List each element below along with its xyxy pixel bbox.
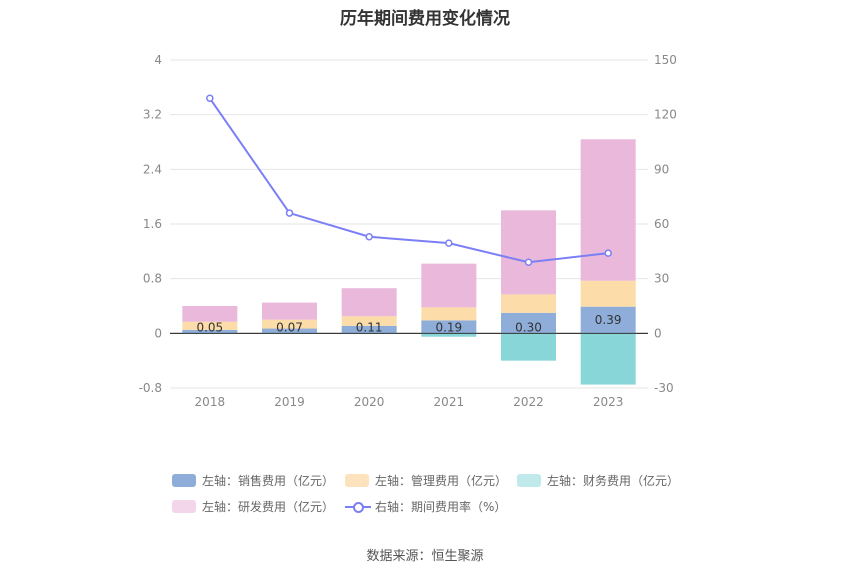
left-tick-label: 0 (154, 326, 162, 340)
bar-segment-1 (421, 307, 477, 321)
data-label: 0.30 (515, 320, 542, 334)
ratio-point (524, 258, 533, 267)
legend-line-marker-icon (345, 500, 371, 514)
x-tick-label: 2022 (513, 395, 544, 409)
x-tick-label: 2020 (354, 395, 385, 409)
x-tick-label: 2023 (593, 395, 624, 409)
left-tick-label: -0.8 (139, 381, 162, 395)
ratio-point (285, 209, 294, 217)
legend-label-expense-ratio: 右轴：期间费用率（%） (375, 500, 507, 514)
x-tick-label: 2018 (195, 395, 226, 409)
bar-segment-3 (182, 306, 238, 322)
ratio-point (206, 94, 214, 103)
ratio-point (365, 233, 373, 241)
bar-segment-3 (341, 288, 397, 317)
legend-item-finance[interactable]: 左轴：财务费用（亿元） (517, 472, 679, 489)
right-tick-label: -30 (654, 381, 674, 395)
data-label: 0.19 (435, 320, 462, 334)
legend-label-finance: 左轴：财务费用（亿元） (547, 474, 680, 488)
right-tick-label: 90 (654, 162, 669, 176)
x-tick-label: 2019 (274, 395, 305, 409)
source-note: 数据来源：恒生聚源 (366, 549, 484, 564)
bar-segment-1 (341, 316, 397, 326)
legend-item-sales[interactable]: 左轴：销售费用（亿元） (172, 472, 334, 489)
left-tick-label: 3.2 (143, 108, 162, 122)
right-tick-label: 150 (654, 53, 677, 67)
legend-label-sales: 左轴：销售费用（亿元） (202, 474, 335, 488)
bar-segment-0 (501, 312, 556, 334)
legend-swatch-admin (345, 474, 369, 487)
data-label: 0.05 (196, 320, 223, 334)
right-tick-label: 120 (654, 108, 677, 122)
ratio-point (604, 249, 612, 257)
bar-segment-2 (421, 333, 477, 337)
legend-label-admin: 左轴：管理费用（亿元） (375, 474, 508, 488)
bar-segment-3 (501, 210, 556, 295)
bar-segment-0 (341, 325, 397, 334)
legend-label-rnd: 左轴：研发费用（亿元） (202, 500, 335, 514)
bar-segment-1 (182, 321, 238, 330)
chart-plot: 4 150 3.2 120 2.4 90 1.6 60 0.8 30 0 0 -0.8 -30 2018 20… (139, 53, 677, 409)
bar-segment-0 (580, 306, 636, 334)
bar-segment-0 (262, 328, 317, 334)
bar-segment-0 (182, 329, 238, 334)
legend-swatch-rnd (172, 500, 196, 513)
bar-segment-1 (262, 319, 317, 329)
chart-title: 历年期间费用变化情况 (340, 9, 510, 29)
right-tick-label: 0 (654, 326, 662, 340)
ratio-line (209, 97, 609, 264)
left-tick-label: 0.8 (143, 272, 162, 286)
legend-swatch-finance (517, 474, 541, 487)
data-label: 0.39 (595, 313, 622, 327)
left-tick-label: 1.6 (143, 217, 162, 231)
bar-segment-1 (580, 280, 636, 307)
bar-segment-2 (580, 333, 636, 385)
right-tick-label: 60 (654, 217, 669, 231)
bar-segment-1 (501, 294, 556, 313)
ratio-point (445, 239, 453, 247)
right-tick-label: 30 (654, 272, 669, 286)
legend-item-expense-ratio[interactable]: 右轴：期间费用率（%） (345, 498, 506, 515)
left-tick-label: 4 (154, 53, 162, 67)
bar-segment-3 (421, 263, 477, 308)
bar-segment-3 (580, 139, 636, 281)
bar-segment-3 (262, 302, 317, 320)
data-label: 0.11 (356, 320, 383, 334)
bar-segment-2 (501, 333, 556, 361)
bar-segment-0 (421, 320, 477, 334)
legend-item-rnd[interactable]: 左轴：研发费用（亿元） (172, 498, 334, 515)
legend-swatch-sales (172, 474, 196, 487)
legend-item-admin[interactable]: 左轴：管理费用（亿元） (345, 472, 507, 489)
data-label: 0.07 (276, 320, 303, 334)
x-tick-label: 2021 (434, 395, 465, 409)
left-tick-label: 2.4 (143, 162, 162, 176)
